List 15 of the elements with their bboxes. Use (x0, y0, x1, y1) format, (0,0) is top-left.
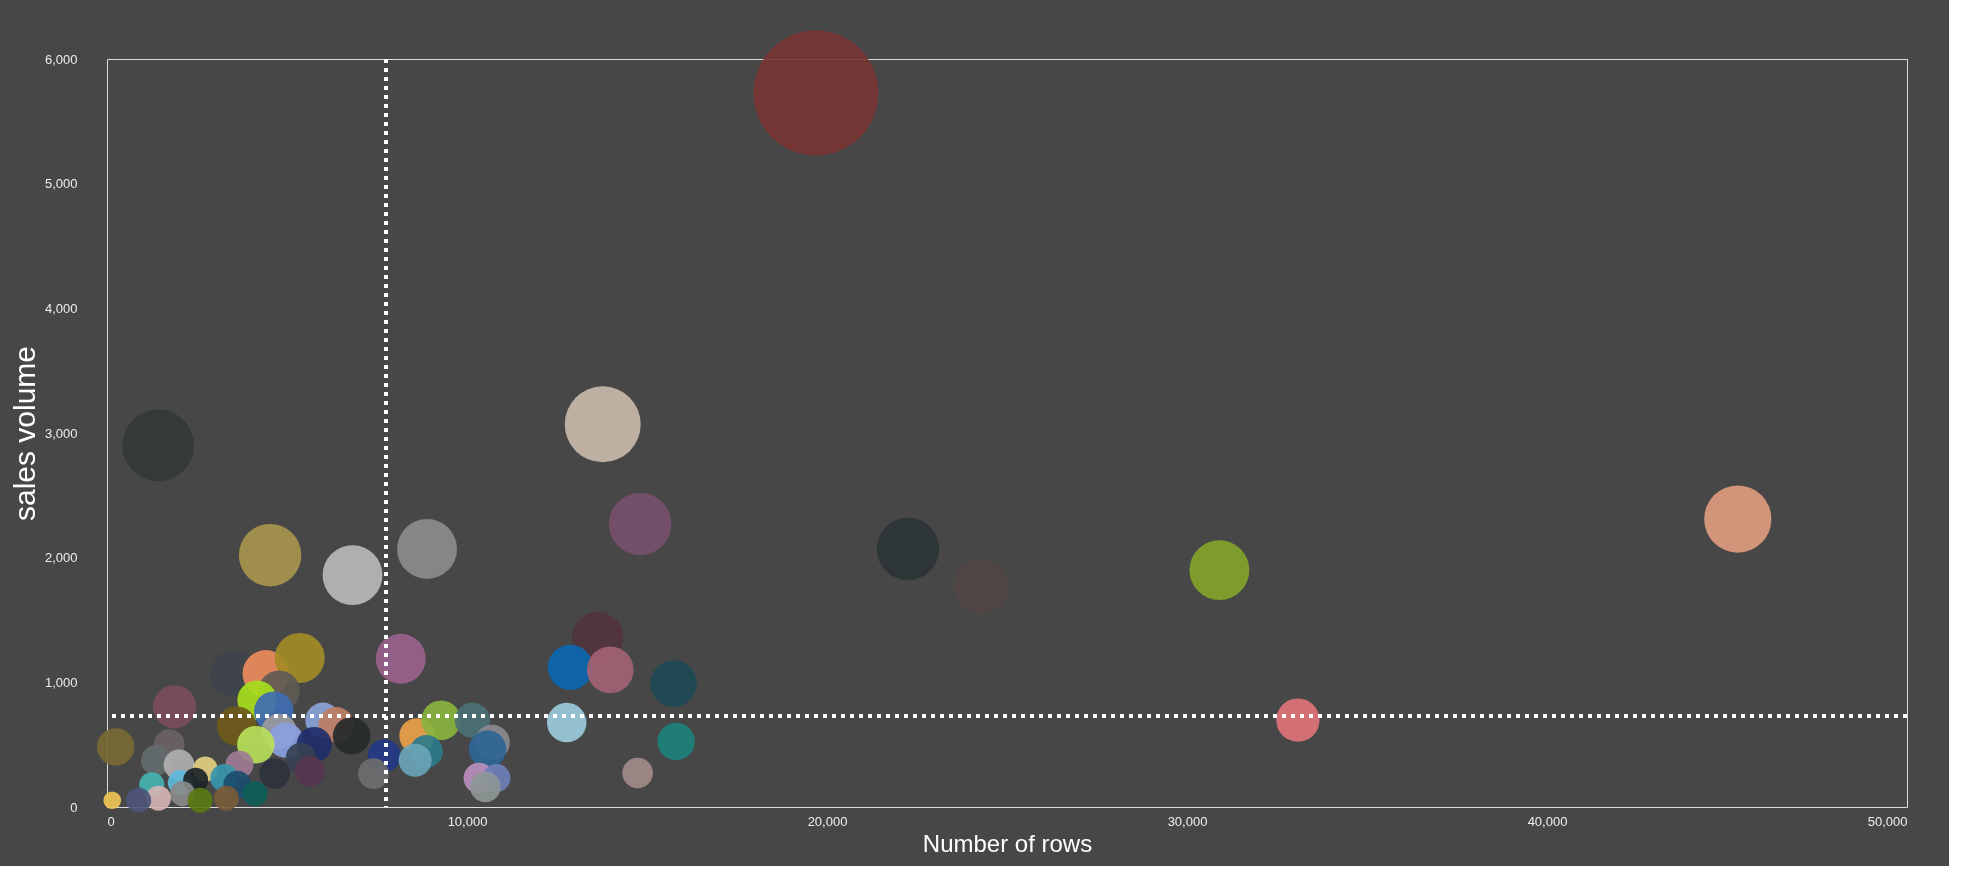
x-axis-title: Number of rows (922, 829, 1093, 857)
y-tick-label: 3,000 (44, 425, 78, 441)
y-tick-label: 1,000 (44, 674, 78, 690)
x-tick-label: 20,000 (807, 813, 848, 829)
x-tick-label: 40,000 (1527, 813, 1568, 829)
y-tick-label: 6,000 (44, 51, 78, 67)
y-tick-label: 2,000 (44, 550, 78, 566)
y-tick-label: 5,000 (44, 176, 78, 192)
x-tick-label: 50,000 (1867, 813, 1908, 829)
x-tick-label: 0 (107, 813, 115, 829)
y-tick-label: 4,000 (44, 300, 78, 316)
y-tick-label: 0 (70, 799, 78, 815)
x-tick-label: 10,000 (447, 813, 488, 829)
x-tick-label: 30,000 (1167, 813, 1208, 829)
y-axis-title: sales volume (7, 345, 41, 522)
